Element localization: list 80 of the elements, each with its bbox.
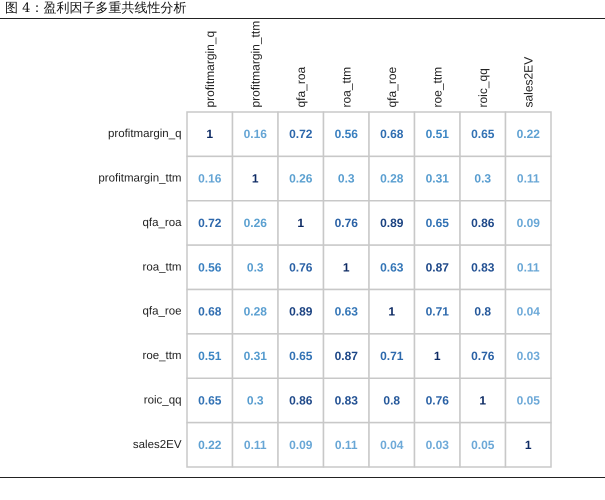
data-label: 1	[524, 438, 532, 452]
x-tick-label: sales2EV	[521, 56, 536, 108]
data-label: 1	[252, 172, 259, 186]
x-tick-label: roa_ttm	[339, 66, 354, 108]
data-label: 0.22	[198, 438, 222, 452]
data-label: 0.11	[244, 438, 267, 452]
data-label: 0.76	[426, 393, 450, 408]
data-label: 0.26	[289, 172, 313, 186]
y-tick-label: sales2EV	[132, 438, 182, 451]
x-tick-label: qfa_roe	[384, 66, 399, 108]
x-tick-label: qfa_roa	[294, 66, 308, 108]
data-label: 0.68	[380, 127, 404, 142]
data-label: 0.72	[289, 127, 313, 142]
y-tick-label: roic_qq	[144, 394, 182, 406]
data-label: 0.31	[426, 172, 450, 186]
data-label: 0.03	[516, 349, 540, 364]
data-label: 0.04	[380, 438, 404, 452]
data-label: 0.76	[334, 216, 358, 230]
y-tick-label: roa_ttm	[142, 261, 182, 274]
data-label: 0.05	[471, 438, 495, 452]
data-label: 0.63	[334, 304, 358, 319]
data-label: 0.65	[471, 127, 495, 142]
data-label: 0.09	[289, 438, 313, 452]
data-label: 0.76	[289, 260, 313, 274]
y-tick-label: profitmargin_ttm	[98, 172, 182, 185]
chart-title: 图 4：盈利因子多重共线性分析	[5, 1, 186, 17]
data-label: 0.83	[471, 260, 495, 274]
data-label: 0.11	[334, 438, 358, 452]
data-label: 1	[479, 393, 486, 408]
data-label: 0.86	[289, 393, 313, 408]
data-label: 0.87	[426, 260, 450, 274]
data-label: 0.04	[516, 304, 540, 319]
y-tick-label: qfa_roa	[142, 216, 182, 229]
data-label: 0.56	[198, 260, 222, 274]
data-label: 0.63	[380, 260, 404, 274]
data-label: 0.89	[289, 304, 313, 319]
data-label: 1	[342, 260, 350, 274]
data-label: 0.51	[198, 349, 222, 364]
data-label: 0.86	[471, 216, 495, 230]
data-label: 0.26	[244, 216, 268, 230]
data-label: 0.87	[334, 349, 358, 364]
x-tick-label: roe_ttm	[430, 66, 444, 108]
data-label: 0.72	[198, 216, 222, 230]
data-label: 0.65	[289, 349, 313, 364]
data-label: 1	[206, 127, 214, 142]
data-label: 0.3	[246, 393, 264, 408]
data-label: 0.3	[474, 172, 492, 186]
data-label: 0.16	[244, 127, 268, 142]
data-label: 0.89	[380, 216, 404, 230]
data-label: 0.05	[516, 393, 540, 408]
data-label: 0.09	[516, 216, 540, 230]
data-label: 0.28	[380, 172, 404, 186]
data-label: 0.11	[516, 260, 540, 274]
data-label: 0.65	[198, 393, 222, 408]
data-label: 0.03	[426, 438, 450, 452]
data-label: 0.76	[471, 349, 495, 364]
x-tick-label: profitmargin_ttm	[248, 20, 262, 108]
data-label: 0.51	[426, 127, 450, 142]
data-label: 0.71	[426, 304, 450, 319]
data-label: 0.3	[246, 260, 264, 274]
y-tick-label: roe_ttm	[142, 350, 182, 362]
data-label: 0.11	[516, 172, 540, 186]
data-label: 0.71	[380, 349, 404, 364]
x-tick-label: roic_qq	[476, 68, 490, 108]
data-label: 0.8	[474, 304, 492, 319]
data-label: 0.3	[338, 172, 355, 186]
y-tick-label: profitmargin_q	[108, 128, 182, 140]
data-label: 0.16	[198, 172, 222, 186]
data-label: 1	[297, 216, 304, 230]
data-label: 1	[434, 349, 441, 364]
data-label: 0.8	[383, 393, 400, 408]
data-label: 0.83	[334, 393, 358, 408]
y-tick-label: qfa_roe	[142, 306, 182, 318]
data-label: 0.56	[334, 127, 358, 142]
data-label: 0.68	[198, 304, 222, 319]
data-label: 1	[388, 304, 396, 319]
data-label: 0.22	[516, 127, 540, 142]
data-label: 0.31	[244, 349, 268, 364]
data-label: 0.65	[426, 216, 450, 230]
data-label: 0.28	[244, 304, 268, 319]
